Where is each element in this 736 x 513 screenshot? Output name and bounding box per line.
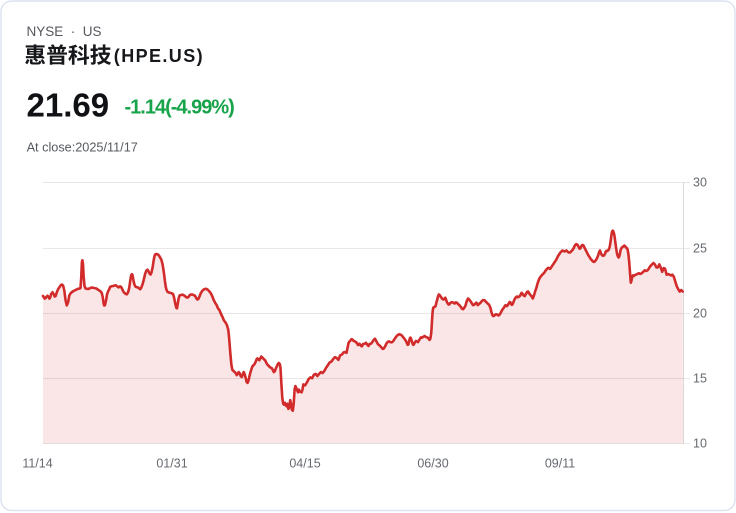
- svg-text:04/15: 04/15: [289, 456, 320, 470]
- svg-text:11/14: 11/14: [22, 456, 52, 470]
- svg-text:15: 15: [693, 372, 707, 386]
- svg-text:At close:2025/11/17: At close:2025/11/17: [27, 140, 138, 154]
- svg-text:06/30: 06/30: [417, 456, 448, 470]
- svg-text:10: 10: [693, 437, 707, 451]
- svg-text:(HPE.US): (HPE.US): [114, 46, 204, 66]
- svg-text:NYSE · US: NYSE · US: [27, 24, 102, 39]
- svg-text:30: 30: [693, 176, 707, 190]
- svg-text:01/31: 01/31: [156, 456, 187, 470]
- svg-text:21.69: 21.69: [27, 86, 110, 123]
- svg-text:25: 25: [693, 242, 707, 256]
- svg-text:09/11: 09/11: [545, 456, 575, 470]
- svg-text:20: 20: [693, 307, 707, 321]
- svg-text:-1.14(-4.99%): -1.14(-4.99%): [125, 96, 235, 118]
